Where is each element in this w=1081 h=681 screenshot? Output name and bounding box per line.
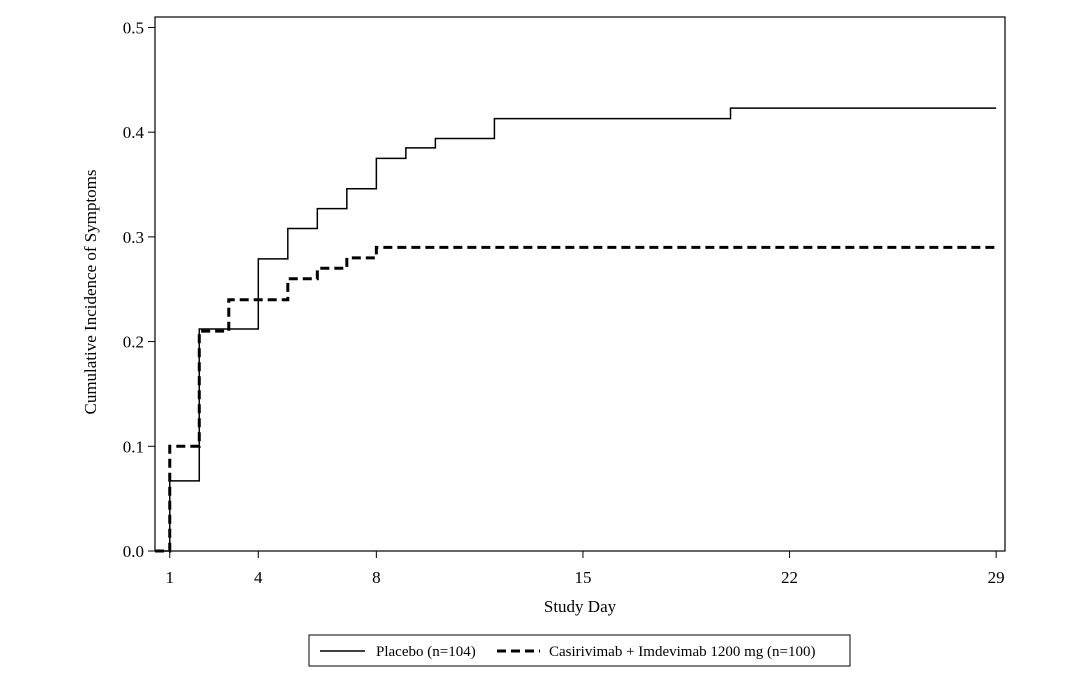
x-axis-title: Study Day [544, 597, 617, 616]
y-tick-label: 0.4 [123, 123, 145, 142]
legend-box [308, 634, 851, 667]
y-tick-label: 0.2 [123, 333, 144, 352]
y-tick-label: 0.3 [123, 228, 144, 247]
series-line-placebo [155, 107, 997, 552]
y-axis: 0.0 0.1 0.2 0.3 0.4 0.5 [123, 18, 155, 561]
series-line-casirivimab [155, 245, 997, 553]
x-tick-label: 1 [166, 568, 175, 587]
x-axis: 1 4 8 15 22 29 [166, 551, 1005, 587]
y-tick-label: 0.1 [123, 437, 144, 456]
legend: Placebo (n=104) Casirivimab + Imdevimab … [308, 634, 851, 667]
x-tick-label: 4 [254, 568, 263, 587]
x-tick-label: 22 [781, 568, 798, 587]
x-tick-label: 15 [574, 568, 591, 587]
y-axis-title: Cumulative Incidence of Symptoms [81, 169, 100, 414]
legend-label-casirivimab: Casirivimab + Imdevimab 1200 mg (n=100) [549, 644, 815, 660]
x-tick-label: 8 [372, 568, 381, 587]
series-layer [155, 107, 997, 553]
plot-frame [154, 16, 1006, 552]
legend-label-placebo: Placebo (n=104) [376, 644, 476, 660]
y-tick-label: 0.0 [123, 542, 144, 561]
x-tick-label: 29 [988, 568, 1005, 587]
y-tick-label: 0.5 [123, 18, 144, 37]
